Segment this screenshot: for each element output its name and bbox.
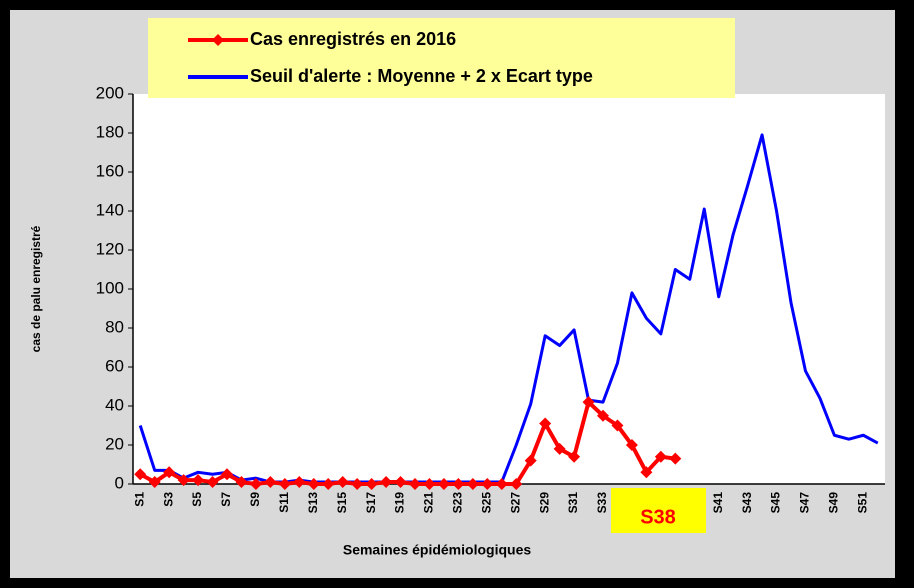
marker — [365, 478, 378, 490]
legend-label: Seuil d'alerte : Moyenne + 2 x Ecart typ… — [250, 66, 593, 86]
marker — [452, 478, 465, 490]
x-tick-label: S33 — [595, 492, 609, 514]
marker — [221, 468, 233, 481]
marker — [669, 452, 682, 465]
legend-marker — [212, 34, 224, 46]
y-tick-label: 180 — [96, 122, 124, 141]
x-tick-label: S19 — [393, 492, 407, 514]
x-tick-label: S17 — [364, 492, 378, 514]
x-tick-label: S1 — [132, 492, 146, 507]
marker — [481, 478, 494, 490]
y-tick-label: 200 — [96, 83, 124, 102]
marker — [394, 476, 407, 489]
marker — [524, 454, 537, 467]
x-tick-label: S15 — [335, 492, 349, 514]
x-axis-title: Semaines épidémiologiques — [343, 542, 531, 558]
marker — [134, 468, 147, 481]
x-tick-label: S45 — [769, 492, 783, 514]
marker — [510, 478, 523, 490]
x-tick-label: S47 — [798, 492, 812, 514]
marker — [235, 476, 248, 489]
marker — [336, 476, 349, 489]
x-tick-label: S49 — [827, 492, 841, 514]
y-axis-title: cas de palu enregistré — [29, 225, 43, 352]
marker — [322, 478, 335, 490]
marker — [466, 478, 479, 490]
y-tick-label: 60 — [105, 356, 124, 375]
x-tick-label: S11 — [277, 492, 291, 513]
y-tick-label: 120 — [96, 239, 124, 258]
x-tick-label: S25 — [479, 492, 493, 514]
marker — [539, 417, 552, 430]
legend — [148, 18, 735, 98]
marker — [568, 450, 581, 463]
y-tick-label: 160 — [96, 161, 124, 180]
marker — [437, 478, 450, 490]
x-tick-label: S23 — [451, 492, 465, 514]
x-tick-label: S3 — [161, 492, 175, 507]
x-tick-label: S51 — [855, 492, 869, 514]
marker — [597, 409, 609, 422]
x-tick-label: S5 — [190, 492, 204, 507]
plot-area — [133, 94, 885, 484]
x-tick-label: S41 — [711, 492, 725, 514]
x-tick-label: S13 — [306, 492, 320, 514]
marker — [582, 396, 595, 409]
y-tick-label: 100 — [96, 278, 124, 297]
x-tick-label: S43 — [740, 492, 754, 514]
x-tick-label: S7 — [219, 492, 233, 507]
y-tick-label: 40 — [105, 395, 124, 414]
marker — [192, 474, 205, 487]
y-tick-label: 0 — [115, 473, 124, 492]
marker — [611, 419, 624, 432]
marker — [380, 476, 393, 489]
marker — [553, 442, 566, 455]
x-tick-label: S31 — [566, 492, 580, 514]
x-tick-label: S27 — [508, 492, 522, 514]
marker — [293, 476, 306, 489]
marker — [409, 478, 421, 490]
marker — [177, 474, 190, 487]
x-tick-label: S29 — [537, 492, 551, 514]
y-tick-label: 140 — [96, 200, 124, 219]
marker — [307, 478, 320, 490]
annotation: S38 — [640, 506, 676, 528]
y-tick-label: 80 — [105, 317, 124, 336]
annotation-box — [611, 488, 706, 533]
x-tick-label: S9 — [248, 492, 262, 507]
marker — [278, 478, 291, 490]
series-line — [138, 133, 879, 484]
x-tick-label: S21 — [422, 492, 436, 514]
marker — [249, 478, 262, 490]
marker — [351, 478, 364, 490]
marker — [264, 476, 277, 489]
marker — [148, 476, 161, 489]
marker — [423, 478, 436, 490]
y-tick-label: 20 — [105, 434, 124, 453]
marker — [640, 466, 653, 479]
marker — [206, 476, 219, 489]
marker — [495, 478, 508, 490]
legend-label: Cas enregistrés en 2016 — [250, 29, 456, 49]
marker — [163, 466, 176, 479]
marker — [654, 450, 667, 463]
marker — [625, 439, 638, 451]
